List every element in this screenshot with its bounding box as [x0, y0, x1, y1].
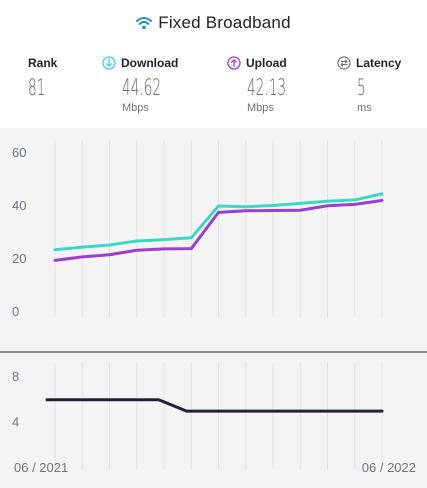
- download-arrow-icon: [102, 56, 116, 70]
- speed-chart: 60 40 20 0 8 4 06 / 2021 06 / 2022: [0, 140, 427, 475]
- latency-label: Latency: [356, 56, 402, 70]
- upload-unit: Mbps: [247, 102, 274, 114]
- top-y-tick-label: 60: [12, 145, 26, 160]
- series-line-latency: [45, 398, 384, 413]
- stat-upload: Upload 42.13 Mbps: [227, 54, 310, 114]
- upload-value: 42.13: [247, 76, 287, 101]
- x-tick-label-start: 06 / 2021: [14, 460, 68, 475]
- bottom-y-tick-label: 8: [12, 369, 19, 384]
- stat-download: Download 44.62 Mbps: [102, 54, 185, 114]
- download-value: 44.62: [122, 76, 162, 101]
- rank-label: Rank: [28, 56, 58, 70]
- upload-label: Upload: [246, 56, 287, 70]
- download-label: Download: [121, 56, 179, 70]
- series-line-download: [53, 192, 384, 252]
- charts-panel: 60 40 20 0 8 4 06 / 2021 06 / 2022: [0, 128, 427, 488]
- download-unit: Mbps: [122, 102, 149, 114]
- title-row: Fixed Broadband: [0, 10, 427, 36]
- bottom-y-tick-label: 4: [12, 415, 19, 430]
- rank-value: 81: [28, 76, 46, 101]
- latency-swap-icon: [337, 56, 351, 70]
- top-y-tick-label: 0: [12, 304, 19, 319]
- latency-unit: ms: [357, 102, 372, 114]
- wifi-icon: [136, 17, 153, 30]
- top-y-tick-label: 20: [12, 251, 26, 266]
- x-tick-label-end: 06 / 2022: [362, 460, 416, 475]
- stat-latency: Latency 5 ms: [337, 54, 401, 114]
- header: Fixed Broadband Rank 81 Download 44.62 M…: [0, 0, 427, 128]
- top-y-tick-label: 40: [12, 198, 26, 213]
- series-line-upload: [53, 198, 384, 262]
- stat-rank: Rank 81: [28, 54, 57, 102]
- page-title: Fixed Broadband: [158, 13, 291, 32]
- latency-value: 5: [357, 76, 366, 101]
- upload-arrow-icon: [227, 56, 241, 70]
